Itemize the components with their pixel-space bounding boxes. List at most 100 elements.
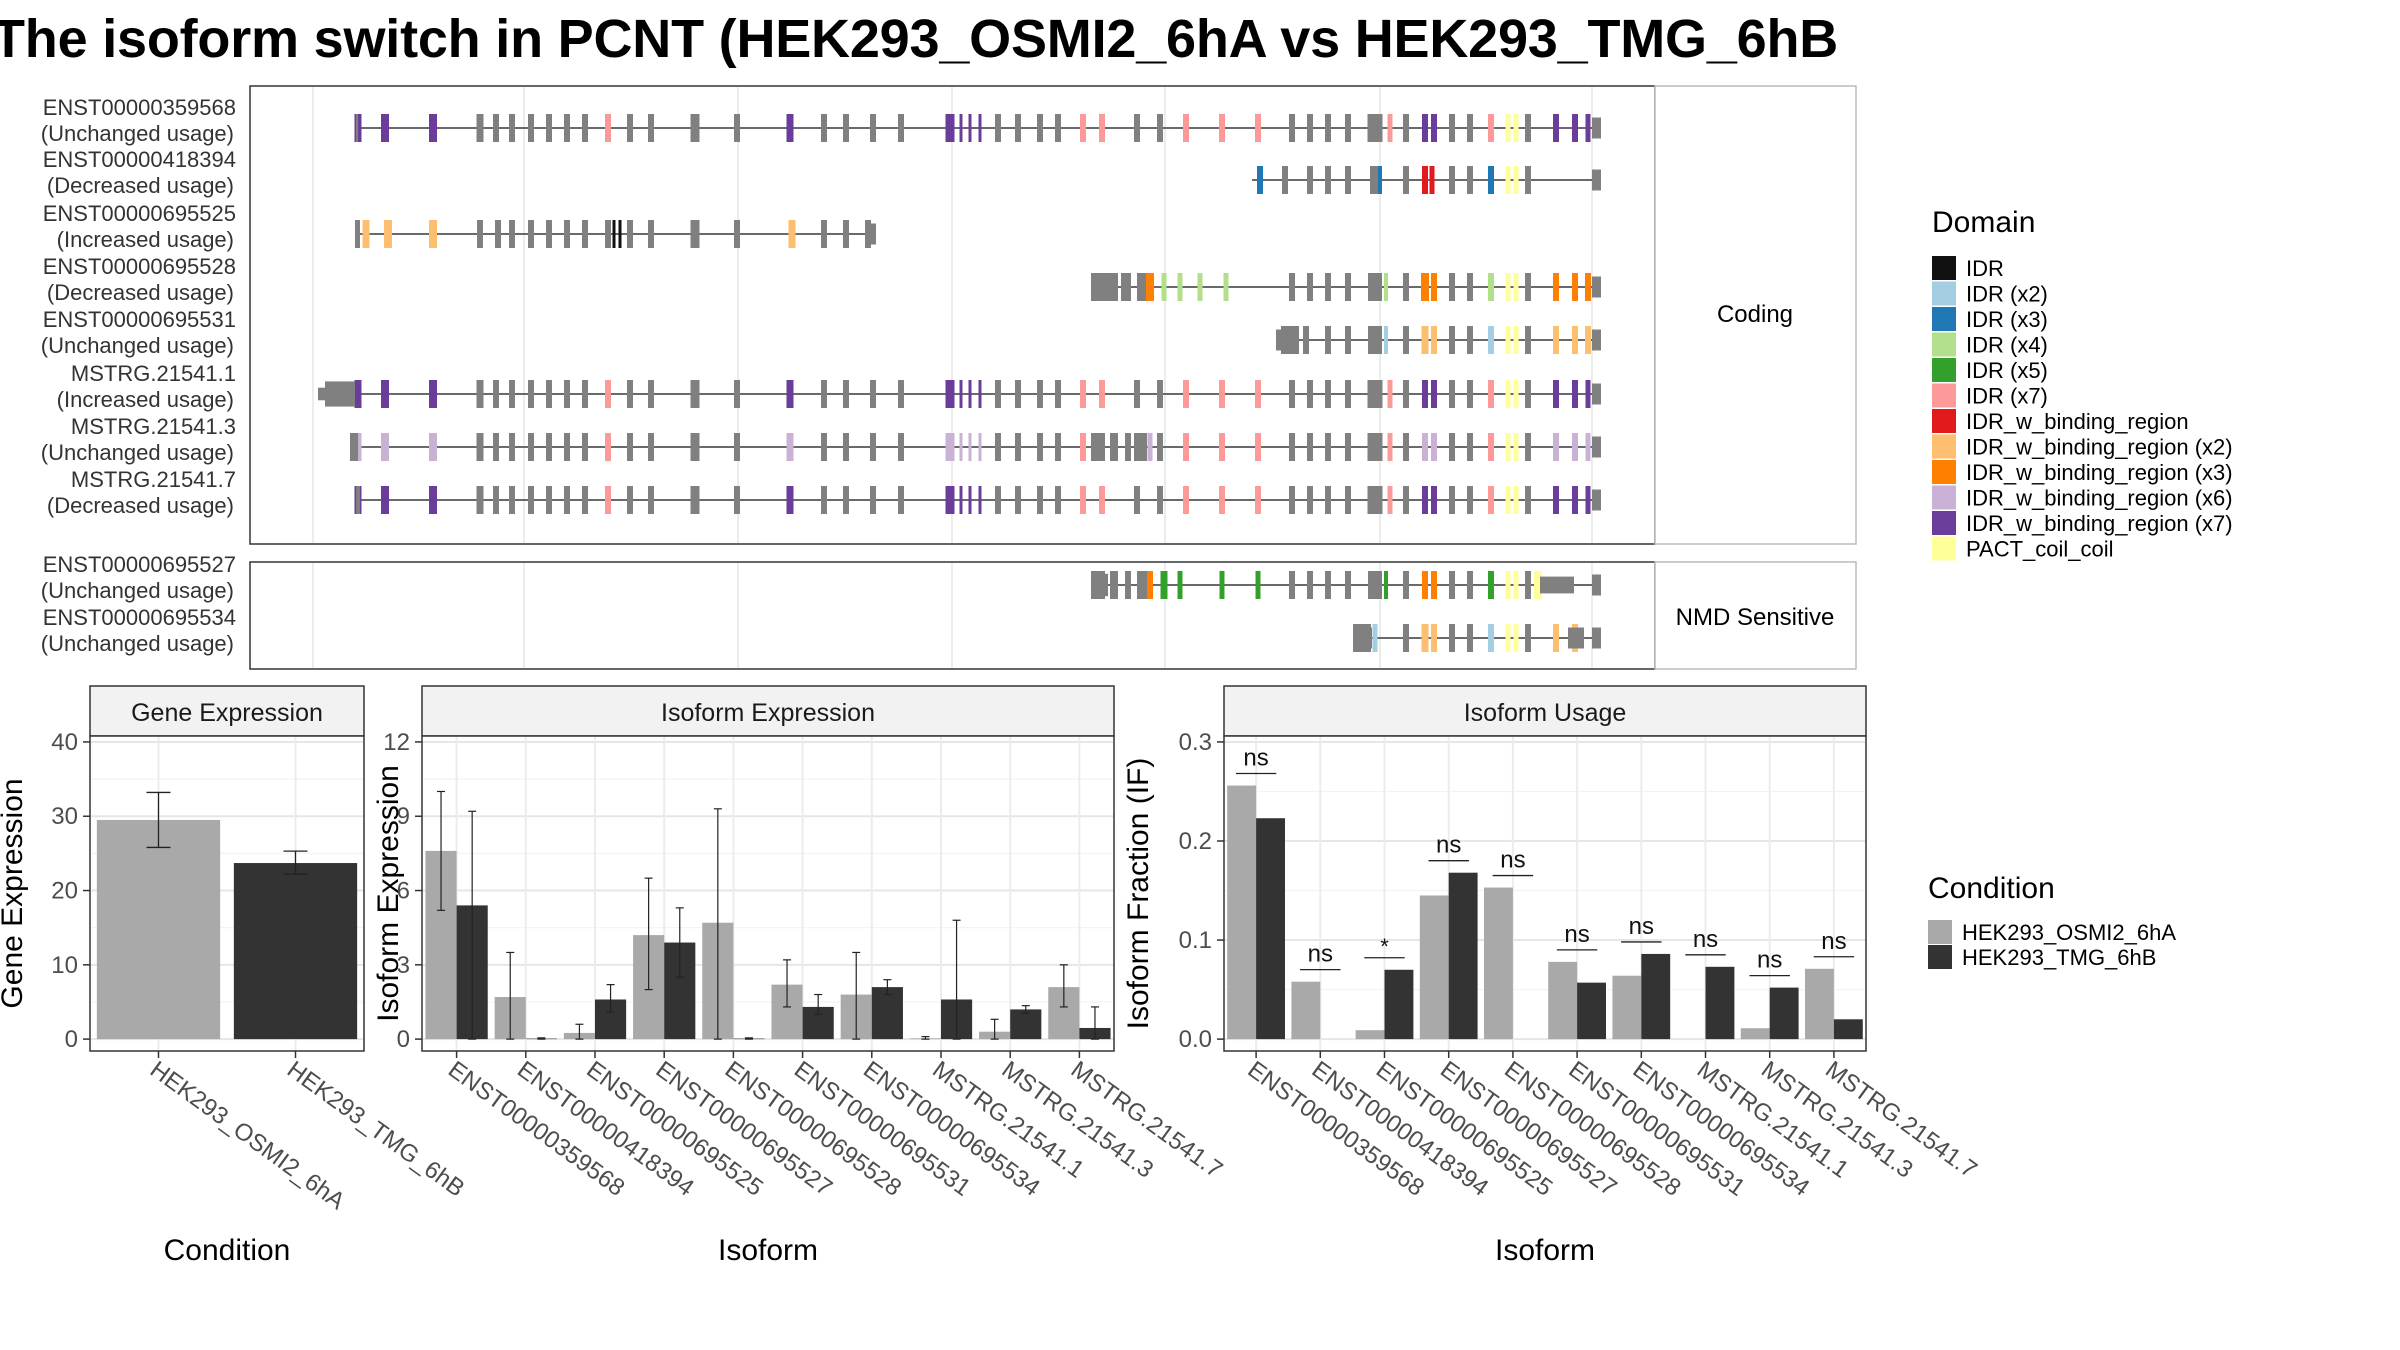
exon-block [870,114,876,142]
significance-label: ns [1436,832,1461,859]
exon-block [1429,166,1435,194]
domain-swatch [1932,409,1956,433]
exon-block [1345,166,1351,194]
exon-block [1525,624,1531,652]
domain-legend-label: PACT_coil_coil [1966,537,2114,562]
exon-block [898,486,904,514]
domain-swatch [1932,281,1956,306]
exon-block [476,486,484,514]
exon-block [381,114,389,142]
exon-block [1488,624,1494,652]
exon-block [734,380,740,408]
exon-block [978,380,982,408]
exon-block [1553,433,1559,461]
exon-block [493,114,499,142]
chart-title: Gene Expression [131,699,323,727]
exon-block [362,220,370,248]
exon-block [1367,433,1383,461]
exon-block [509,380,515,408]
exon-block [1505,326,1511,354]
coding-isoform-usage: (Decreased usage) [47,280,234,305]
isoform-track-MSTRG.21541.3 [350,433,1601,461]
exon-block [1449,380,1455,408]
exon-block [1553,486,1559,514]
exon-block [1183,433,1189,461]
exon-block [959,486,963,514]
coding-isoform-usage: (Unchanged usage) [41,333,234,358]
exon-block [1110,571,1118,599]
exon-block [1384,326,1388,354]
exon-block [945,486,955,514]
domain-swatch [1932,307,1956,331]
utr-block [1592,627,1601,649]
exon-block [1345,486,1351,514]
exon-block [995,433,1001,461]
exon-block [1422,486,1428,514]
exon-block [1467,114,1473,142]
nmd-strip-label: NMD Sensitive [1676,604,1835,631]
exon-block [843,114,849,142]
exon-block [821,486,827,514]
exon-block [1525,114,1531,142]
exon-block [870,486,876,514]
exon-block [1384,571,1388,599]
bar [1641,953,1671,1040]
exon-block [1325,486,1331,514]
exon-block [1403,486,1409,514]
exon-block [1080,380,1086,408]
exon-block [1289,273,1295,301]
exon-block [477,220,483,248]
exon-block [1431,326,1437,354]
exon-block [1513,114,1519,142]
panel-border [1223,735,1867,1052]
exon-block [1449,166,1455,194]
exon-block [1403,571,1409,599]
exon-block [1289,433,1295,461]
exon-block [1467,624,1473,652]
exon-block [1505,380,1511,408]
exon-block [1431,571,1437,599]
exon-block [1422,571,1428,599]
bar [1419,895,1449,1040]
exon-block [1422,380,1428,408]
domain-legend-label: IDR_w_binding_region [1966,409,2189,434]
exon-block [1015,380,1021,408]
exon-block [1137,571,1147,599]
domain-legend-label: IDR_w_binding_region (x3) [1966,460,2233,485]
domain-legend-label: IDR (x2) [1966,282,2048,307]
exon-block [546,433,552,461]
coding-isoform-id: MSTRG.21541.1 [71,361,236,386]
bar [1010,1009,1042,1040]
exon-block [1055,433,1061,461]
y-tick-label: 40 [51,729,78,756]
y-tick-label: 0 [397,1026,410,1053]
isoform-track-ENST00000695525 [355,220,876,248]
exon-block [605,380,611,408]
utr-block [350,433,358,461]
significance-label: ns [1243,745,1268,772]
exon-block [1553,273,1559,301]
coding-isoform-usage: (Decreased usage) [47,173,234,198]
exon-block [843,433,849,461]
exon-block [1513,624,1519,652]
utr-block [356,114,358,142]
exon-block [1572,380,1578,408]
exon-block [1467,433,1473,461]
exon-block [1572,114,1578,142]
domain-legend-label: IDR_w_binding_region (x2) [1966,435,2233,460]
utr-block [1276,329,1296,351]
exon-block [1403,326,1409,354]
exon-block [1378,166,1382,194]
bar [1484,887,1513,1040]
exon-block [1370,166,1380,194]
exon-block [1553,114,1559,142]
exon-block [1147,571,1153,599]
exon-block [1467,380,1473,408]
exon-block [1146,273,1154,301]
exon-block [1553,380,1559,408]
exon-block [1091,433,1105,461]
bar [1769,987,1799,1040]
y-tick-label: 0 [65,1026,78,1053]
utr-block [1592,329,1601,351]
